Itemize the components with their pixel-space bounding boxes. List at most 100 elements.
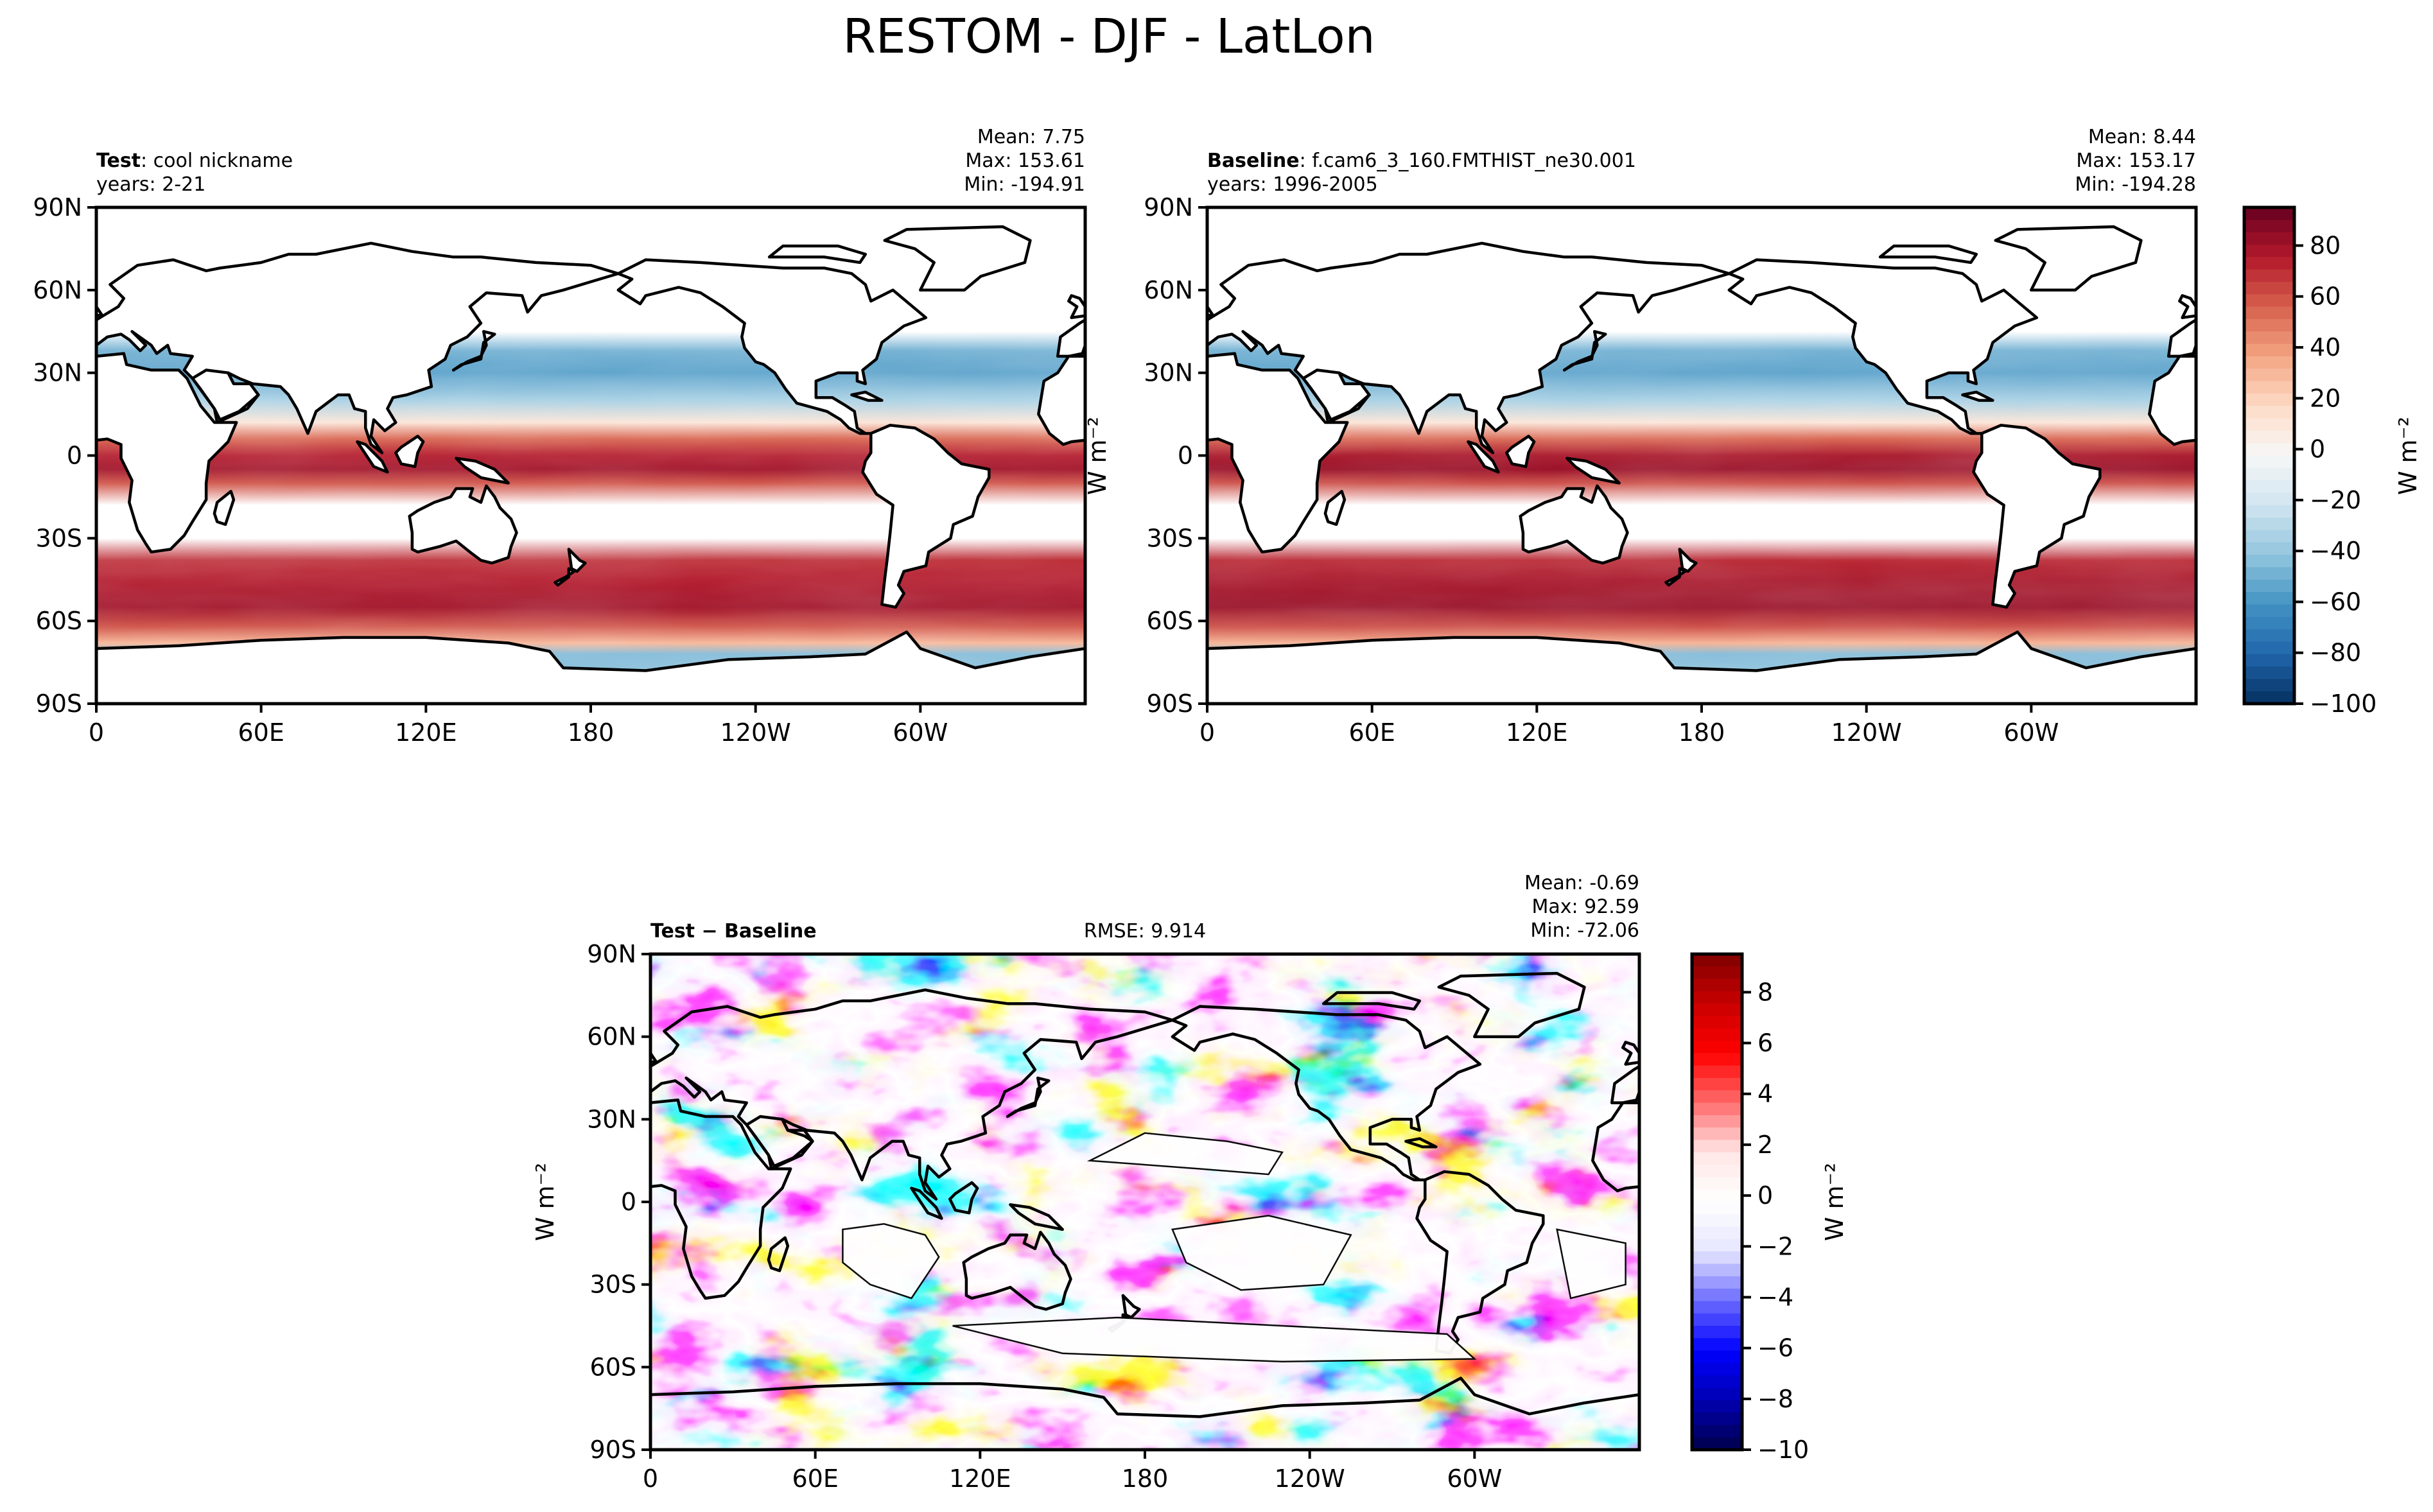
x-tick-label: 120E [949,1464,1011,1493]
colorbar-tick-label: −4 [1757,1283,1793,1311]
colorbar-band [1692,1041,1742,1054]
diff-offscale-region [842,1223,940,1299]
colorbar-tick-label: −8 [1757,1385,1793,1413]
x-tick-label: 60W [2003,718,2059,747]
colorbar-band [1692,1115,1742,1128]
y-tick-label: 30S [590,1271,636,1299]
colorbar-tick-label: 40 [2310,333,2341,361]
coastline-eurasia [650,988,1174,1201]
colorbar-band [2244,567,2294,580]
colorbar-diff: 8 6 4 2 0 −2 −4 −6 −8 −10 W m⁻² [1690,952,1849,1464]
colorbar-tick-label: −80 [2310,639,2361,667]
x-tick-label: 180 [568,718,615,747]
y-tick-label: 90N [1144,193,1193,222]
coastline-newguinea [455,456,510,485]
coastline-eurasia [2167,318,2196,358]
colorbar-band [2244,443,2294,456]
colorbar-band [1692,1004,1742,1017]
coastline-borneo [948,1181,979,1215]
y-tick-label: 90S [590,1436,636,1464]
baseline-stat-max: Max: 153.17 [2076,150,2196,172]
colorbar-band [1692,1375,1742,1389]
colorbar-tick-label: 60 [2310,282,2341,311]
colorbar-band [2244,555,2294,568]
coastline-newguinea [1009,1203,1064,1231]
x-tick-label: 180 [1122,1464,1169,1493]
baseline-years: years: 1996-2005 [1207,173,1378,196]
coastline-nz2 [554,567,576,587]
colorbar-band [2244,467,2294,481]
colorbar-tick-label: −20 [2310,486,2361,514]
colorbar-band [2244,430,2294,444]
x-tick-label: 120W [720,718,791,747]
colorbar-band [2244,517,2294,531]
coastline-africa [1207,352,1349,554]
baseline-ylabel: W m⁻² [1083,417,1112,495]
colorbar-band [1692,991,1742,1004]
coastline-namerica [1727,258,2039,435]
colorbar-top: 80 60 40 20 0 −20 −40 −60 −80 −100 W m⁻² [2242,205,2422,718]
colorbar-band [2244,356,2294,369]
test-stat-mean: Mean: 7.75 [977,126,1085,148]
colorbar-band [1692,1078,1742,1091]
colorbar-band [1692,1165,1742,1177]
coastline-japan [451,330,496,372]
colorbar-band [2244,616,2294,630]
colorbar-band [1692,1362,1742,1376]
baseline-xticks: 0 60E 120E 180 120W 60W [1199,704,2059,747]
y-tick-label: 60N [587,1023,636,1051]
coastline-namerica [616,258,928,435]
coastline-canarc [1878,244,1978,265]
colorbar-tick-label: 6 [1757,1029,1773,1057]
x-tick-label: 60W [893,718,948,747]
diff-offscale-region [1556,1228,1626,1299]
colorbar-band [1692,1177,1742,1190]
y-tick-label: 30S [1147,524,1193,552]
coastline-uk [2178,294,2196,320]
colorbar-tick-label: −6 [1757,1334,1793,1362]
coastline-madagascar [1323,490,1347,526]
coastline-canarc [1321,991,1422,1011]
baseline-title-bold: Baseline [1207,150,1300,172]
colorbar-band [2244,294,2294,308]
colorbar-band [1692,978,1742,992]
coastline-sumatra [1467,440,1500,474]
colorbar-band [1692,1264,1742,1277]
baseline-landmass [1207,225,2196,704]
colorbar-band [2244,505,2294,518]
colorbar-band [1692,1276,1742,1289]
diff-yticks: 90N 60N 30N 0 30S 60S 90S [587,940,650,1464]
colorbar-band [1692,1140,1742,1153]
colorbar-tick-label: 8 [1757,978,1773,1006]
coastline-arabia [745,1115,814,1168]
coastline-samerica [1415,1170,1545,1355]
colorbar-band [2244,418,2294,431]
colorbar-band [2244,269,2294,282]
colorbar-band [1692,1400,1742,1413]
coastline-greenland [883,225,1032,292]
panel-test: Test: cool nickname years: 2-21 Mean: 7.… [33,126,1087,747]
colorbar-tick-label: 4 [1757,1080,1773,1108]
colorbar-band [1692,1065,1742,1079]
colorbar-band [1692,1350,1742,1364]
x-tick-label: 0 [89,718,104,747]
colorbar-diff-ticks: 8 6 4 2 0 −2 −4 −6 −8 −10 [1742,978,1809,1464]
colorbar-band [1692,1102,1742,1116]
colorbar-band [1692,1226,1742,1240]
colorbar-tick-label: 0 [2310,435,2325,464]
y-tick-label: 0 [67,442,82,470]
coastline-cuba [1404,1137,1438,1149]
colorbar-band [2244,592,2294,605]
coastline-canarc [767,244,868,265]
x-tick-label: 120W [1275,1464,1345,1493]
test-stat-max: Max: 153.61 [965,150,1085,172]
baseline-stat-min: Min: -194.28 [2075,173,2196,196]
colorbar-band [2244,281,2294,295]
panel-baseline: Baseline: f.cam6_3_160.FMTHIST_ne30.001 … [1083,126,2198,747]
colorbar-band [1692,1214,1742,1228]
test-stat-min: Min: -194.91 [964,173,1085,196]
y-tick-label: 90S [36,690,82,718]
colorbar-band [1692,1387,1742,1401]
colorbar-tick-label: −100 [2310,690,2376,718]
